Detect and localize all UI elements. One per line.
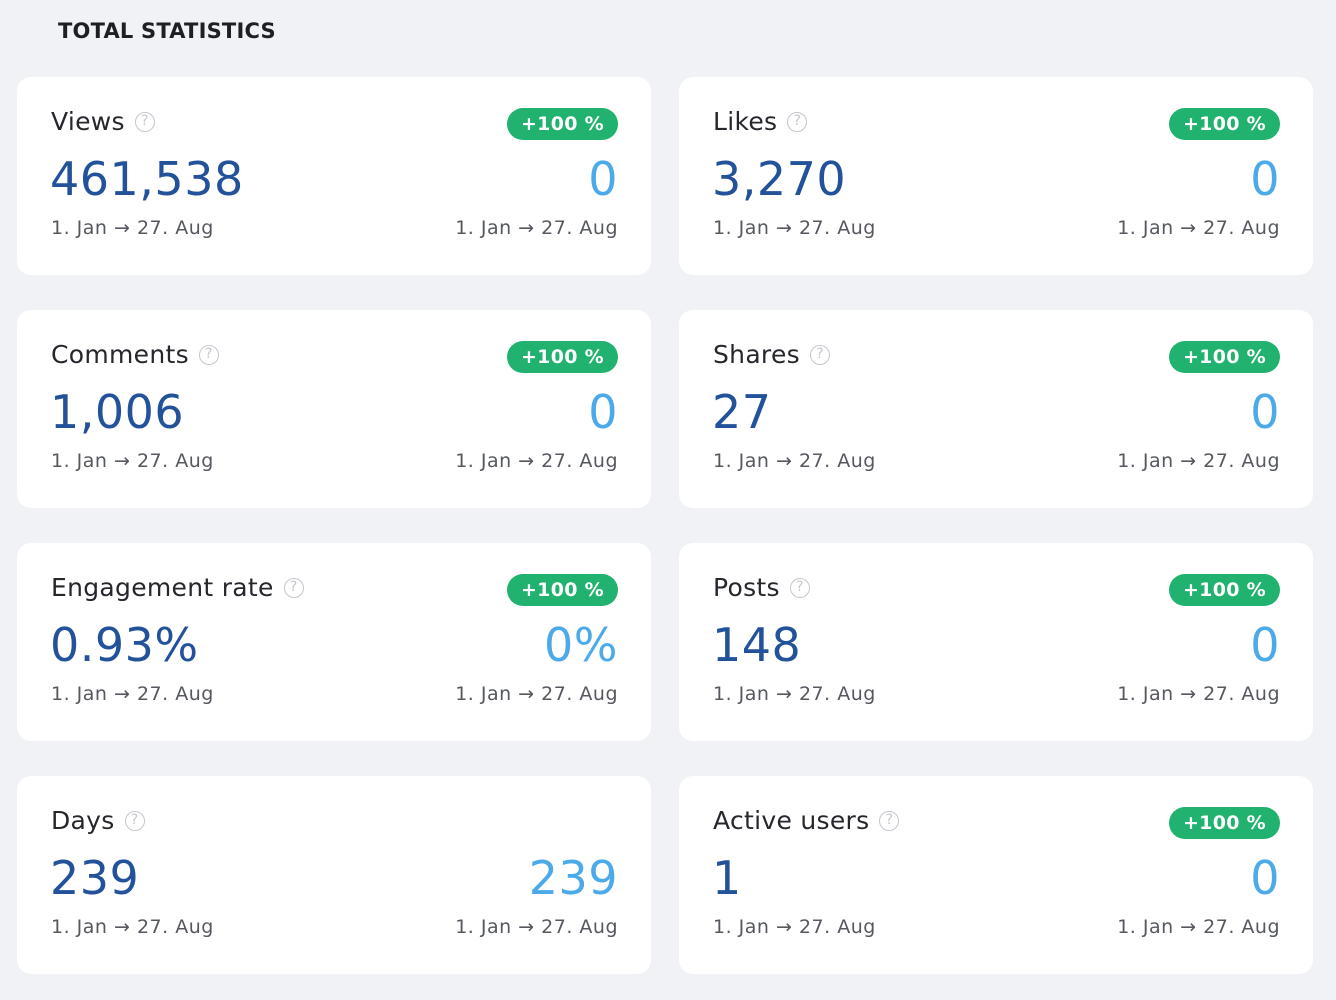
card-title-label: Days <box>51 806 115 835</box>
card-title-label: Views <box>51 107 125 136</box>
stat-card-comments: Comments ? +100 % 1,006 0 1. Jan → 27. A… <box>17 310 651 508</box>
change-badge: +100 % <box>506 574 618 606</box>
stat-card-likes: Likes ? +100 % 3,270 0 1. Jan → 27. Aug … <box>679 77 1313 275</box>
compare-date-range: 1. Jan → 27. Aug <box>1117 683 1280 705</box>
stat-card-shares: Shares ? +100 % 27 0 1. Jan → 27. Aug 1.… <box>679 310 1313 508</box>
current-value: 3,270 <box>712 152 847 206</box>
help-icon[interactable]: ? <box>198 344 219 365</box>
card-title: Likes ? <box>713 107 808 136</box>
card-title: Days ? <box>51 806 145 835</box>
compare-value: 0% <box>544 618 618 672</box>
compare-value: 0 <box>588 152 618 206</box>
stat-card-days: Days ? 239 239 1. Jan → 27. Aug 1. Jan →… <box>17 776 651 974</box>
compare-value: 0 <box>1250 385 1280 439</box>
card-title: Comments ? <box>51 340 219 369</box>
change-badge: +100 % <box>1168 108 1280 140</box>
card-title: Engagement rate ? <box>51 573 304 602</box>
current-date-range: 1. Jan → 27. Aug <box>51 217 214 239</box>
help-icon[interactable]: ? <box>283 577 304 598</box>
compare-value: 0 <box>588 385 618 439</box>
current-date-range: 1. Jan → 27. Aug <box>713 217 876 239</box>
help-icon[interactable]: ? <box>789 577 810 598</box>
help-icon[interactable]: ? <box>134 111 155 132</box>
stat-card-views: Views ? +100 % 461,538 0 1. Jan → 27. Au… <box>17 77 651 275</box>
current-value: 1 <box>712 851 742 905</box>
compare-value: 239 <box>528 851 618 905</box>
compare-date-range: 1. Jan → 27. Aug <box>1117 450 1280 472</box>
change-badge: +100 % <box>1168 807 1280 839</box>
compare-value: 0 <box>1250 618 1280 672</box>
current-value: 27 <box>712 385 772 439</box>
current-date-range: 1. Jan → 27. Aug <box>51 916 214 938</box>
help-icon[interactable]: ? <box>787 111 808 132</box>
current-value: 1,006 <box>50 385 185 439</box>
compare-date-range: 1. Jan → 27. Aug <box>1117 217 1280 239</box>
compare-value: 0 <box>1250 152 1280 206</box>
compare-date-range: 1. Jan → 27. Aug <box>455 683 618 705</box>
card-title: Posts ? <box>713 573 810 602</box>
card-title-label: Engagement rate <box>51 573 274 602</box>
current-value: 148 <box>712 618 802 672</box>
card-title-label: Shares <box>713 340 800 369</box>
card-title-label: Posts <box>713 573 780 602</box>
card-title: Views ? <box>51 107 155 136</box>
current-date-range: 1. Jan → 27. Aug <box>51 450 214 472</box>
stat-card-posts: Posts ? +100 % 148 0 1. Jan → 27. Aug 1.… <box>679 543 1313 741</box>
change-badge: +100 % <box>506 108 618 140</box>
card-title-label: Active users <box>713 806 870 835</box>
help-icon[interactable]: ? <box>879 810 900 831</box>
current-value: 0.93% <box>50 618 199 672</box>
card-title: Active users ? <box>713 806 900 835</box>
card-title: Shares ? <box>713 340 830 369</box>
current-date-range: 1. Jan → 27. Aug <box>713 450 876 472</box>
compare-date-range: 1. Jan → 27. Aug <box>455 217 618 239</box>
card-title-label: Likes <box>713 107 778 136</box>
change-badge: +100 % <box>1168 574 1280 606</box>
card-title-label: Comments <box>51 340 189 369</box>
current-date-range: 1. Jan → 27. Aug <box>713 683 876 705</box>
help-icon[interactable]: ? <box>124 810 145 831</box>
stat-card-active-users: Active users ? +100 % 1 0 1. Jan → 27. A… <box>679 776 1313 974</box>
current-value: 461,538 <box>50 152 244 206</box>
current-value: 239 <box>50 851 140 905</box>
current-date-range: 1. Jan → 27. Aug <box>713 916 876 938</box>
stat-card-engagement-rate: Engagement rate ? +100 % 0.93% 0% 1. Jan… <box>17 543 651 741</box>
compare-value: 0 <box>1250 851 1280 905</box>
change-badge: +100 % <box>506 341 618 373</box>
compare-date-range: 1. Jan → 27. Aug <box>455 450 618 472</box>
section-title: TOTAL STATISTICS <box>58 19 276 43</box>
compare-date-range: 1. Jan → 27. Aug <box>1117 916 1280 938</box>
change-badge: +100 % <box>1168 341 1280 373</box>
current-date-range: 1. Jan → 27. Aug <box>51 683 214 705</box>
compare-date-range: 1. Jan → 27. Aug <box>455 916 618 938</box>
help-icon[interactable]: ? <box>809 344 830 365</box>
